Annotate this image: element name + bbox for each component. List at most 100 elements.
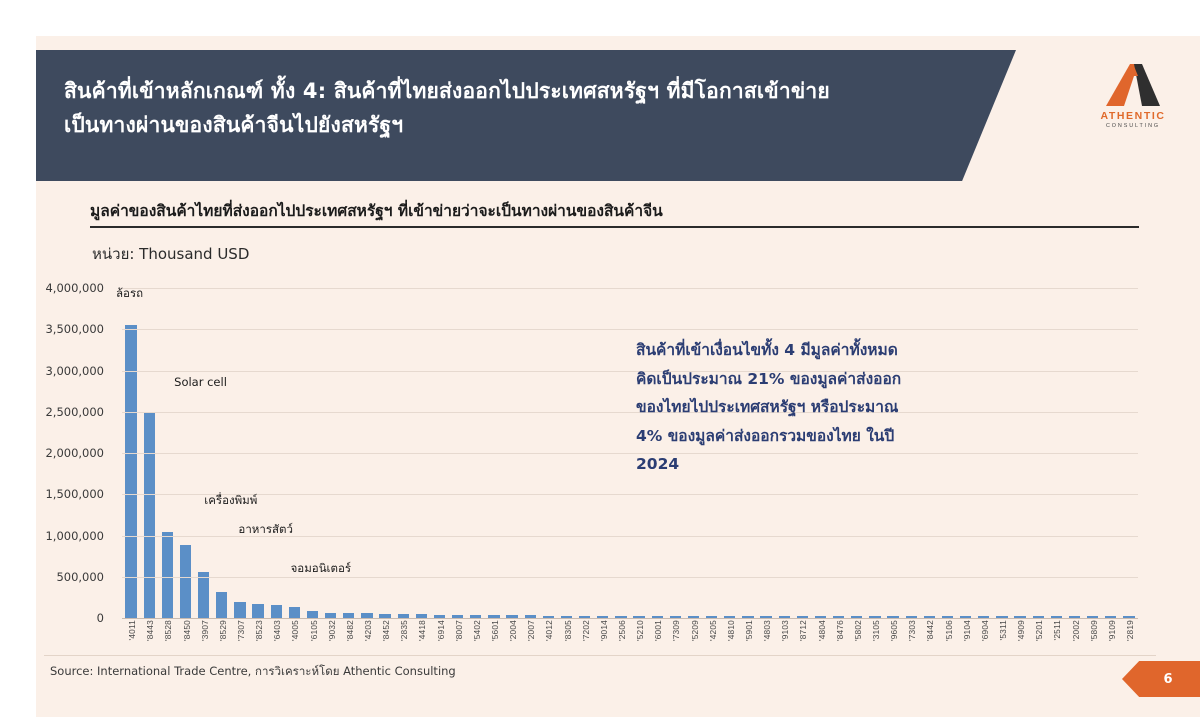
bar — [542, 615, 554, 618]
x-axis-tick-label: '6904 — [979, 620, 990, 642]
x-axis-tick-label: '2004 — [508, 620, 519, 642]
x-axis-tick-label: '3105 — [870, 620, 881, 642]
bar — [1105, 616, 1117, 618]
page-number-badge: 6 — [1122, 661, 1200, 697]
x-axis-tick-label: '4203 — [362, 620, 373, 642]
bar-series — [122, 288, 1138, 618]
bar — [270, 605, 282, 618]
gridline — [122, 370, 1138, 372]
x-axis-tick-label: '5311 — [997, 620, 1008, 641]
bar — [633, 616, 645, 618]
page-title: สินค้าที่เข้าหลักเกณฑ์ ทั้ง 4: สินค้าที่… — [64, 74, 1054, 142]
bar — [651, 616, 663, 618]
bar — [470, 614, 482, 618]
bar — [488, 615, 500, 618]
bar-annotation: ล้อรถ — [116, 286, 144, 301]
x-axis-tick-label: '9014 — [598, 620, 609, 642]
bar — [179, 545, 192, 618]
bar — [198, 571, 210, 618]
bar — [833, 616, 845, 618]
x-axis-tick-label: '2835 — [399, 620, 410, 642]
bar — [506, 615, 518, 618]
x-axis-tick-label: '2002 — [1070, 620, 1081, 642]
logo-tagline: CONSULTING — [1106, 123, 1160, 129]
athentic-logo: ATHENTIC CONSULTING — [1092, 56, 1174, 148]
bar — [905, 616, 917, 618]
x-axis-tick-label: '5809 — [1088, 620, 1099, 642]
bar — [234, 602, 246, 618]
chart-plot-area: ล้อรถ Solar cell เครื่องพิมพ์ อาหารสัตว์ จอม… — [116, 286, 1138, 619]
y-axis-tick-label: 0 — [96, 611, 104, 625]
x-axis-tick-label: '8007 — [453, 620, 464, 642]
x-axis-labels: '4011 '8443 '8528 '8450 '3907 '8529 '7307 '8523… — [122, 620, 1138, 664]
y-axis-tick-label: 3,500,000 — [45, 322, 104, 337]
x-axis-tick-label: '2506 — [616, 620, 627, 642]
bar — [796, 616, 808, 618]
bar — [325, 613, 337, 618]
x-axis-tick-label: '5601 — [489, 620, 500, 642]
gridline — [122, 288, 1138, 289]
x-axis-tick-label: '4804 — [816, 620, 827, 642]
bar — [288, 607, 300, 618]
x-axis-tick-label: '7309 — [671, 620, 682, 642]
x-axis-tick-label: '9104 — [961, 620, 972, 642]
bar — [1014, 616, 1026, 618]
callout-line-5: 2024 — [636, 455, 680, 474]
page-title-line-1: สินค้าที่เข้าหลักเกณฑ์ ทั้ง 4: สินค้าที่… — [64, 79, 830, 103]
bar — [524, 615, 536, 618]
x-axis-tick-label: '2819 — [1124, 620, 1135, 642]
chart-title: มูลค่าของสินค้าไทยที่ส่งออกไปประเทศสหรัฐ… — [90, 202, 663, 220]
y-axis-tick-label: 500,000 — [56, 569, 104, 584]
bar — [960, 616, 972, 618]
callout-line-4: 4% ของมูลค่าส่งออกรวมของไทย ในปี — [636, 426, 895, 445]
bar-annotation: อาหารสัตว์ — [238, 522, 293, 537]
bar — [615, 615, 627, 618]
gridline — [122, 494, 1138, 496]
bar — [778, 616, 790, 618]
x-axis-tick-label: '3907 — [199, 620, 210, 642]
x-axis-tick-label: '7202 — [580, 620, 591, 642]
x-axis-tick-label: '7303 — [907, 620, 918, 642]
bar — [143, 412, 155, 618]
x-axis-tick-label: '8452 — [381, 620, 392, 642]
x-axis-tick-label: '5201 — [1034, 620, 1045, 642]
x-axis-tick-label: '8529 — [217, 620, 228, 642]
x-axis-tick-label: '4012 — [544, 620, 555, 642]
bar — [433, 614, 446, 618]
callout-line-3: ของไทยไปประเทศสหรัฐฯ หรือประมาณ — [636, 398, 899, 417]
bar — [1087, 616, 1099, 618]
x-axis-tick-label: '8450 — [181, 620, 192, 642]
x-axis-tick-label: '4005 — [290, 620, 301, 642]
bar — [724, 616, 736, 618]
x-axis-tick-label: '6001 — [653, 620, 664, 642]
x-axis-tick-label: '5901 — [743, 620, 754, 642]
x-axis-line — [122, 618, 1138, 619]
x-axis-tick-label: '4810 — [725, 620, 736, 642]
bar — [579, 615, 591, 618]
bar — [415, 614, 427, 618]
footer-divider — [44, 655, 1156, 656]
x-axis-tick-label: '4205 — [707, 620, 718, 642]
x-axis-tick-label: '8712 — [798, 620, 809, 642]
x-axis-tick-label: '9103 — [780, 620, 791, 642]
bar — [1123, 616, 1135, 618]
x-axis-tick-label: '5802 — [852, 620, 863, 642]
bar — [706, 616, 718, 618]
x-axis-tick-label: '2511 — [1052, 620, 1063, 641]
x-axis-tick-label: '9605 — [889, 620, 900, 642]
bar — [379, 613, 391, 618]
x-axis-tick-label: '6105 — [308, 620, 319, 642]
logo-a-mark — [1106, 64, 1160, 106]
x-axis-tick-label: '4909 — [1016, 620, 1027, 642]
bar — [125, 325, 137, 618]
x-axis-tick-label: '5209 — [689, 620, 700, 642]
gridline — [122, 411, 1138, 413]
header-band — [36, 50, 1016, 181]
x-axis-tick-label: '8443 — [145, 620, 156, 642]
x-axis-tick-label: '5210 — [635, 620, 646, 642]
x-axis-tick-label: '8528 — [163, 620, 174, 642]
chart-unit-label: หน่วย: Thousand USD — [92, 245, 250, 263]
bar — [996, 616, 1008, 618]
x-axis-tick-label: '8482 — [344, 620, 355, 642]
bar — [887, 616, 899, 618]
